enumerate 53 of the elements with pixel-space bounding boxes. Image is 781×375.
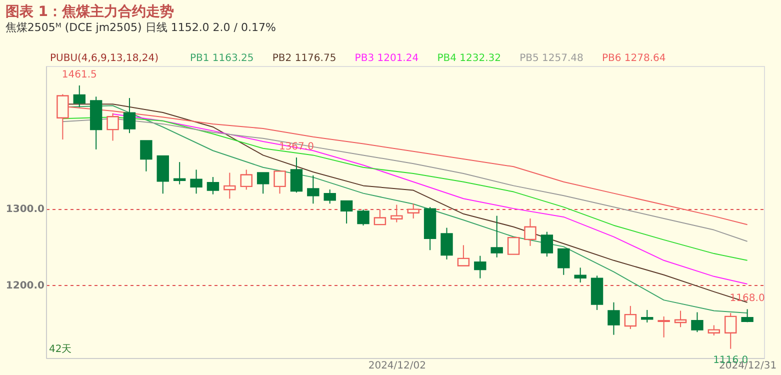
candlestick — [741, 308, 754, 323]
candlestick — [307, 174, 320, 204]
y-tick-label: 1300.0 — [6, 204, 45, 216]
candlestick — [558, 248, 570, 276]
candlestick — [608, 302, 620, 336]
candlestick — [240, 169, 252, 190]
text: PB6 1278.64 — [602, 53, 666, 64]
text: PB2 1176.75 — [272, 53, 336, 64]
annotation: 42天 — [49, 344, 72, 355]
candlestick — [490, 215, 503, 258]
candlestick — [324, 189, 336, 204]
text: PB4 1232.32 — [437, 53, 501, 64]
candlestick — [407, 203, 420, 219]
candlestick — [708, 324, 720, 336]
candlestick — [190, 169, 202, 194]
candlestick — [641, 309, 654, 323]
y-tick-label: 1200.0 — [6, 280, 45, 292]
candlestick — [574, 267, 586, 284]
line-series — [112, 114, 748, 285]
text: PB3 1201.24 — [354, 53, 419, 64]
x-tick-label: 2024/12/02 — [368, 360, 426, 372]
chart-title: 图表 1：焦煤主力合约走势 — [5, 3, 174, 20]
x-tick-label: 2024/12/31 — [718, 360, 777, 372]
candlestick — [724, 312, 737, 350]
legend-title: PUBU(4,6,9,13,18,24) — [50, 53, 159, 64]
candlestick — [457, 244, 470, 266]
candlestick — [507, 236, 520, 255]
candlestick — [206, 176, 220, 195]
candlestick — [524, 218, 536, 246]
candlestick — [140, 140, 152, 172]
candlestick — [123, 98, 136, 134]
candlestick — [658, 316, 670, 338]
candlestick — [224, 172, 236, 200]
candlestick — [274, 170, 286, 194]
candlestick — [624, 305, 637, 330]
candlestick — [106, 112, 119, 142]
candlestick — [374, 209, 386, 226]
candlestick — [173, 162, 186, 185]
candlestick — [290, 156, 303, 194]
candlestick — [691, 312, 704, 333]
candlestick — [674, 310, 687, 328]
chart-subtitle: 焦煤2505ᴹ (DCE jm2505) 日线 1152.0 2.0 / 0.17% — [5, 21, 276, 34]
candlestick — [390, 204, 403, 223]
candlestick — [73, 84, 86, 108]
candlestick — [540, 231, 554, 258]
candlestick — [357, 209, 370, 226]
candlestick — [340, 200, 353, 224]
candlestick — [256, 172, 270, 194]
text: PB1 1163.25 — [190, 53, 254, 64]
text: PB5 1257.48 — [520, 53, 584, 64]
candlestick — [474, 255, 486, 279]
annotation: 1461.5 — [62, 69, 97, 80]
candlestick — [440, 227, 453, 260]
